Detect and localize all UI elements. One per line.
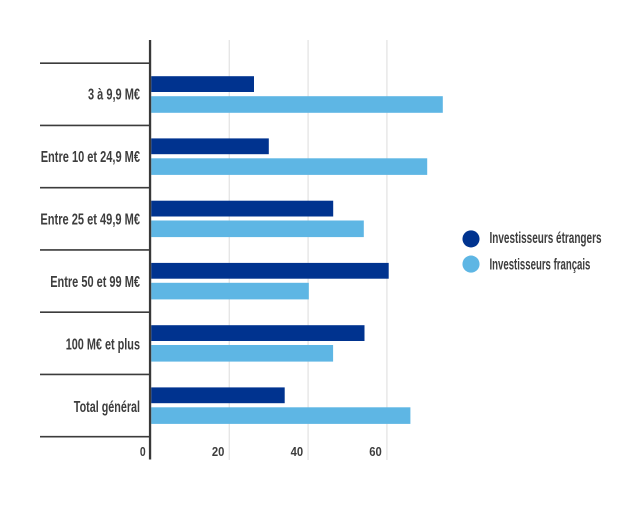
svg-text:20: 20	[212, 444, 225, 459]
svg-text:Entre 50 et 99 M€: Entre 50 et 99 M€	[50, 274, 140, 291]
svg-text:60: 60	[369, 444, 382, 459]
svg-text:Entre 25 et 49,9 M€: Entre 25 et 49,9 M€	[40, 211, 140, 228]
svg-text:Investisseurs étrangers: Investisseurs étrangers	[490, 230, 602, 247]
svg-text:Investisseurs français: Investisseurs français	[490, 256, 591, 273]
svg-text:100 M€ et plus: 100 M€ et plus	[66, 337, 140, 354]
svg-text:0: 0	[140, 444, 146, 459]
svg-text:Total général: Total général	[74, 399, 140, 416]
svg-text:40: 40	[291, 444, 304, 459]
svg-text:Entre 10 et 24,9 M€: Entre 10 et 24,9 M€	[41, 149, 141, 166]
svg-text:3 à 9,9 M€: 3 à 9,9 M€	[88, 86, 140, 103]
